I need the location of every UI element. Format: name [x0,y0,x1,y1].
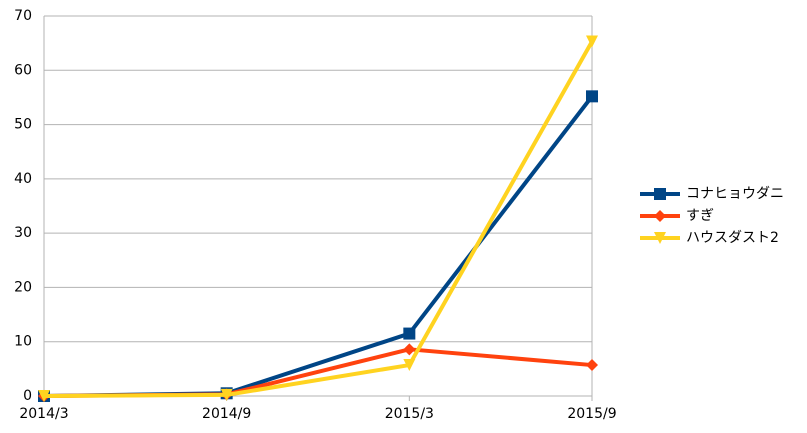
y-tick-label: 30 [14,225,32,241]
x-tick-label: 2014/9 [202,406,251,422]
marker [654,188,666,200]
marker [654,232,666,244]
marker [220,388,233,401]
marker [586,359,598,372]
y-tick-label: 0 [23,388,32,404]
marker [403,343,416,356]
y-tick-label: 50 [14,117,32,133]
legend-label: ハウスダスト2 [686,230,779,246]
y-tick-label: 60 [14,62,32,78]
y-tick-label: 10 [14,334,32,350]
marker [586,35,598,48]
marker [586,90,598,103]
y-tick-label: 20 [14,279,32,295]
marker [654,210,666,222]
x-tick-label: 2015/9 [567,406,616,422]
legend-label: すぎ [686,208,714,224]
y-tick-label: 70 [14,8,32,24]
series-line [43,95,594,398]
marker [38,390,50,402]
series-line [43,40,594,398]
marker [403,327,416,340]
marker [403,359,416,372]
x-tick-label: 2015/3 [385,406,434,422]
series-line [43,347,593,398]
legend-label: コナヒョウダニ [686,186,784,202]
y-tick-label: 40 [14,171,32,187]
x-tick-label: 2014/3 [19,406,68,422]
